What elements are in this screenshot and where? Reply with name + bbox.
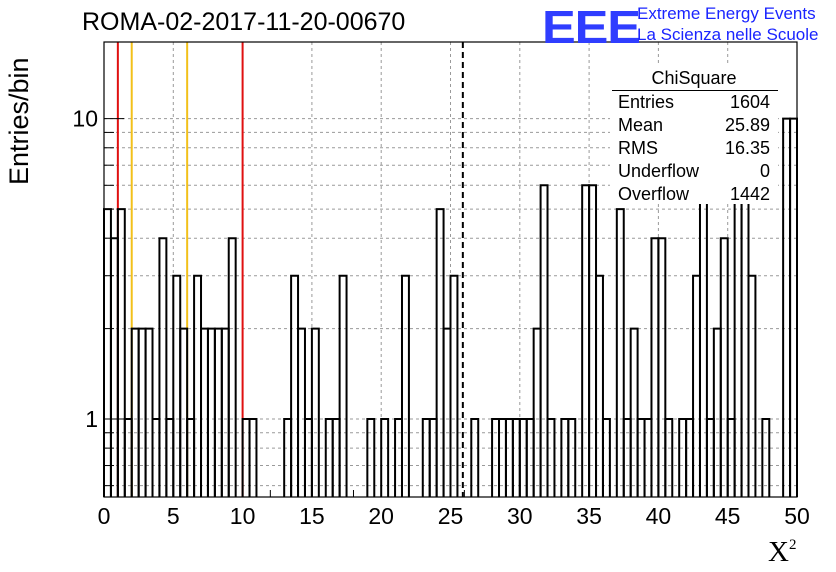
stats-box-title: ChiSquare — [651, 68, 737, 88]
stats-key: Mean — [618, 115, 664, 135]
histogram-bin — [761, 418, 771, 497]
x-tick-label: 0 — [98, 503, 111, 529]
histogram-bin — [200, 327, 209, 497]
histogram-bin — [740, 164, 750, 497]
logo-line-2: La Scienza nelle Scuole — [637, 25, 819, 44]
logo-line-1: Extreme Energy Events — [637, 4, 816, 23]
tick-labels: 0 5 10 15 20 25 30 35 40 45 50 1 10 — [72, 106, 809, 529]
stats-key: Entries — [618, 92, 675, 112]
x-tick-label: 25 — [438, 503, 464, 529]
histogram-bin — [601, 418, 611, 497]
histogram-bin — [629, 327, 639, 497]
histogram-bin — [227, 237, 237, 497]
histogram-bin — [103, 208, 112, 497]
histogram-bin — [442, 327, 452, 497]
stats-row-rms: RMS 16.35 — [610, 137, 778, 160]
x-tick-label: 45 — [715, 503, 741, 529]
histogram-bin — [158, 237, 168, 497]
histogram-bin — [435, 208, 445, 497]
stats-box: ChiSquare Entries 1604 Mean 25.89 RMS 16… — [610, 66, 778, 204]
axis-ticks — [103, 118, 798, 497]
histogram-bin — [698, 184, 708, 497]
histogram-bin — [692, 274, 701, 497]
x-tick-label: 10 — [230, 503, 256, 529]
histogram-bin — [172, 274, 182, 497]
histogram-bin — [220, 327, 230, 497]
histogram-series — [103, 117, 798, 497]
histogram-bin — [193, 274, 203, 497]
histogram-bin — [712, 327, 722, 497]
histogram-bin — [719, 237, 729, 497]
histogram-bin — [206, 327, 216, 497]
histogram-bin — [539, 184, 549, 497]
stats-row-overflow: Overflow 1442 — [610, 183, 778, 206]
x-tick-label: 5 — [167, 503, 180, 529]
histogram-bin — [657, 237, 667, 497]
histogram-bin — [532, 327, 542, 497]
histogram-bin — [733, 164, 743, 497]
stats-key: RMS — [618, 138, 658, 158]
stats-value: 0 — [759, 161, 770, 181]
histogram-bin — [116, 208, 126, 497]
stats-key: Overflow — [618, 184, 690, 204]
histogram-bin — [380, 418, 390, 497]
histogram-bin — [109, 237, 119, 497]
x-axis-label-sup: 2 — [788, 537, 797, 553]
histogram-bin — [664, 418, 674, 497]
histogram-bin — [290, 274, 300, 497]
histogram-bin — [449, 274, 459, 497]
histogram-bin — [595, 274, 604, 497]
stats-box-divider — [612, 90, 778, 91]
stats-row-entries: Entries 1604 — [610, 91, 778, 114]
y-tick-label: 10 — [72, 106, 98, 132]
x-tick-label: 20 — [368, 503, 394, 529]
histogram-bin — [615, 208, 625, 497]
histogram-bin — [338, 274, 348, 497]
histogram-bin — [567, 418, 577, 497]
x-tick-label: 15 — [299, 503, 325, 529]
histogram-bin — [588, 184, 598, 497]
y-axis-label: Entries/bin — [4, 57, 34, 185]
stats-value: 25.89 — [724, 115, 770, 135]
x-tick-label: 35 — [576, 503, 602, 529]
histogram-bin — [650, 237, 660, 497]
histogram-bin — [297, 327, 306, 497]
histogram-bin — [144, 327, 154, 497]
histogram-bin — [137, 327, 147, 497]
histogram-bin — [581, 184, 591, 497]
histogram-bin — [366, 418, 376, 497]
stats-row-underflow: Underflow 0 — [610, 160, 778, 183]
histogram-bin — [310, 327, 320, 497]
eee-logo: EEE — [542, 1, 641, 53]
stats-value: 1442 — [729, 184, 770, 204]
histogram-bin — [400, 274, 410, 497]
histogram-bin — [782, 117, 792, 497]
histogram-bin — [248, 418, 258, 497]
histogram-bin — [130, 327, 140, 497]
stats-key: Underflow — [618, 161, 700, 181]
histogram-bin — [470, 418, 480, 497]
stats-value: 1604 — [729, 92, 770, 112]
x-axis-label: X2 — [768, 536, 796, 569]
x-axis-label-base: X — [768, 536, 789, 568]
chart-title: ROMA-02-2017-11-20-00670 — [82, 8, 406, 36]
stats-value: 16.35 — [724, 138, 770, 158]
x-tick-label: 40 — [646, 503, 672, 529]
histogram-bin — [179, 327, 189, 497]
histogram-bin — [789, 117, 798, 497]
histogram-bin — [747, 274, 757, 497]
x-tick-label: 50 — [784, 503, 810, 529]
histogram-bin — [213, 327, 223, 497]
stats-row-mean: Mean 25.89 — [610, 114, 778, 137]
histogram-bin — [546, 418, 556, 497]
x-tick-label: 30 — [507, 503, 533, 529]
y-tick-label: 1 — [85, 406, 98, 432]
